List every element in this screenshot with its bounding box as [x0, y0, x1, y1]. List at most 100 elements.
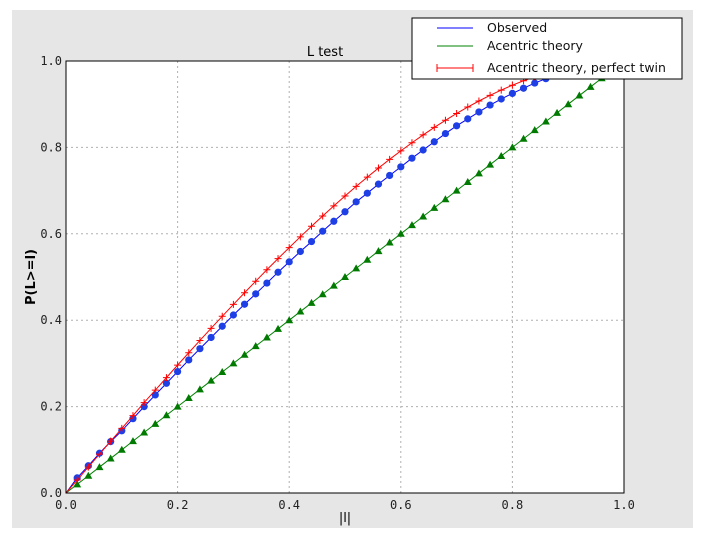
data-point	[274, 268, 282, 276]
data-point	[319, 212, 327, 220]
data-point	[285, 244, 293, 252]
data-point	[195, 385, 204, 393]
data-point	[508, 143, 517, 151]
data-point	[464, 115, 472, 123]
data-point	[117, 445, 126, 453]
data-point	[385, 238, 394, 246]
data-point	[196, 345, 204, 353]
data-point	[464, 103, 472, 111]
data-point	[128, 437, 137, 445]
x-tick-label: 0.4	[278, 498, 300, 512]
data-point	[151, 386, 159, 394]
data-point	[174, 361, 182, 369]
data-point	[475, 108, 483, 116]
data-point	[386, 171, 394, 180]
data-point	[307, 237, 316, 246]
data-point	[308, 222, 316, 230]
data-point	[285, 258, 293, 266]
y-tick-label: 1.0	[40, 54, 62, 68]
data-point	[475, 97, 483, 105]
data-point	[430, 203, 439, 211]
data-point	[263, 266, 271, 274]
data-point	[296, 233, 304, 241]
data-point	[419, 131, 427, 139]
x-tick-label: 0.8	[502, 498, 524, 512]
data-point	[352, 264, 361, 272]
data-point	[218, 322, 226, 330]
data-point	[106, 454, 115, 462]
data-point	[262, 333, 271, 341]
data-point	[318, 290, 327, 298]
data-point	[252, 290, 260, 298]
data-point	[386, 155, 394, 163]
data-point	[330, 202, 338, 210]
data-point	[274, 255, 282, 263]
data-point	[374, 180, 383, 188]
legend-label-observed: Observed	[487, 20, 547, 35]
legend-label-twin: Acentric theory, perfect twin	[487, 60, 666, 75]
data-point	[185, 349, 193, 357]
data-point	[229, 311, 237, 319]
data-point	[363, 173, 371, 181]
data-point	[330, 217, 338, 225]
data-point	[519, 134, 528, 142]
data-point	[319, 227, 327, 235]
data-point	[329, 281, 338, 289]
data-point	[374, 247, 383, 255]
data-point	[363, 255, 372, 263]
data-point	[564, 100, 573, 108]
data-point	[352, 198, 360, 206]
data-point	[196, 336, 204, 344]
legend-label-acentric: Acentric theory	[487, 38, 583, 53]
data-point	[452, 186, 461, 194]
data-point	[586, 82, 595, 90]
data-point	[441, 129, 450, 138]
data-point	[285, 316, 294, 324]
data-point	[453, 122, 461, 130]
plot-frame	[65, 60, 625, 494]
data-point	[151, 391, 159, 399]
data-point	[241, 289, 249, 297]
data-point	[419, 146, 427, 154]
data-point	[95, 450, 103, 458]
data-point	[252, 277, 260, 285]
data-point	[207, 333, 215, 342]
data-point	[430, 123, 438, 131]
series-acentric-theory	[65, 57, 628, 494]
data-point	[531, 79, 539, 87]
data-point	[407, 221, 416, 229]
data-point	[463, 177, 472, 185]
x-tick-label: 0.6	[390, 498, 412, 512]
data-point	[162, 374, 170, 382]
data-point	[263, 279, 271, 287]
data-point	[541, 117, 550, 125]
y-tick-label: 0.4	[40, 313, 62, 327]
data-point	[84, 471, 93, 479]
x-tick-label: 1.0	[613, 498, 635, 512]
data-point	[118, 424, 126, 432]
data-point	[240, 300, 249, 308]
data-point	[274, 324, 283, 332]
grid	[66, 61, 624, 493]
data-point	[363, 189, 371, 197]
data-point	[397, 147, 405, 155]
data-point	[251, 342, 260, 350]
y-tick-label: 0.8	[40, 140, 62, 154]
data-point	[140, 399, 148, 407]
data-point	[396, 229, 405, 237]
data-point	[408, 154, 416, 162]
data-point	[397, 163, 405, 171]
chart-title: L test	[307, 45, 343, 60]
data-point	[497, 95, 505, 103]
data-point	[519, 84, 528, 92]
y-tick-label: 0.6	[40, 227, 62, 241]
data-point	[497, 86, 505, 94]
data-point	[162, 379, 171, 387]
data-point	[530, 126, 539, 134]
data-point	[84, 463, 92, 471]
data-point	[453, 109, 461, 117]
y-tick-label: 0.0	[40, 486, 62, 500]
data-point	[184, 393, 193, 401]
data-point	[575, 91, 584, 99]
